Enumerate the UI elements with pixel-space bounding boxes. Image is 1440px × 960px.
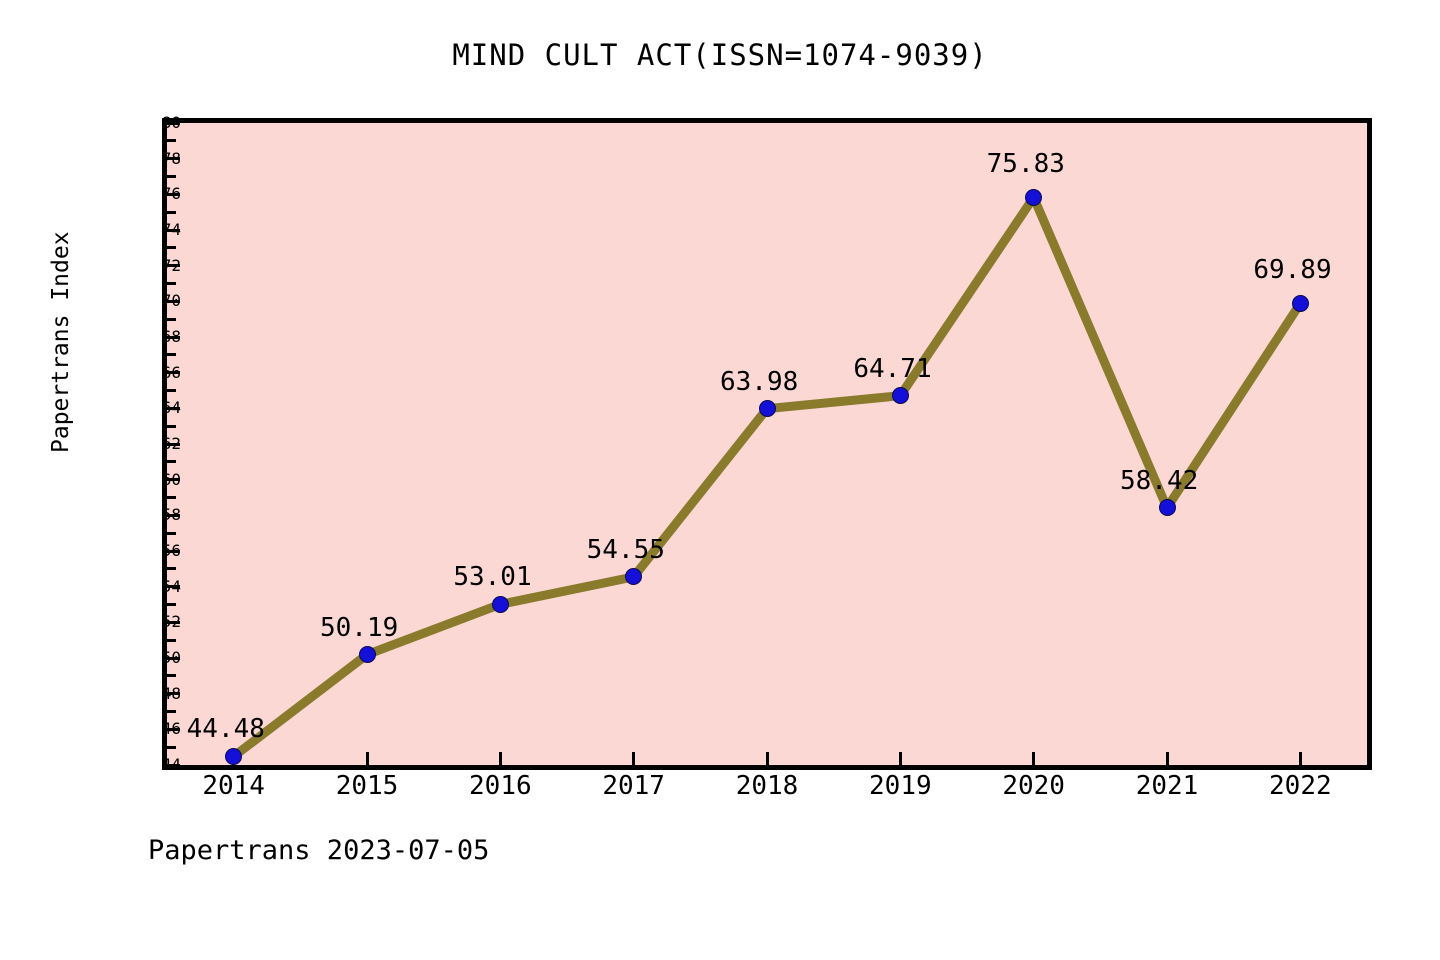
y-axis-tick-label: 56	[161, 541, 181, 560]
y-axis-tick-major	[167, 763, 180, 767]
x-axis-tick-label: 2017	[602, 771, 665, 801]
y-axis-tick-label: 80	[161, 113, 181, 132]
data-point-label: 69.89	[1253, 255, 1332, 286]
y-axis-tick-label: 60	[161, 469, 181, 489]
y-axis-tick-major	[167, 299, 180, 303]
y-axis-tick-minor	[167, 745, 176, 749]
y-axis-tick-minor	[167, 531, 176, 535]
data-point-marker[interactable]	[1158, 499, 1176, 517]
x-axis-tick	[898, 752, 902, 765]
x-axis-tick	[1165, 752, 1169, 765]
y-axis-tick-minor	[167, 210, 176, 214]
y-axis-tick-label: 48	[161, 683, 181, 703]
y-axis-tick-label: 68	[161, 327, 181, 346]
x-axis-tick	[632, 752, 636, 765]
y-axis-tick-label: 46	[161, 719, 181, 739]
x-axis-tick-label: 2022	[1269, 771, 1332, 801]
y-axis-title: Papertrans Index	[48, 231, 74, 453]
y-axis-tick-major	[167, 692, 180, 696]
data-point-label: 75.83	[986, 149, 1065, 180]
y-axis-tick-minor	[167, 139, 176, 143]
y-axis-tick-minor	[167, 460, 176, 464]
x-axis-tick	[1298, 752, 1302, 765]
data-point-marker[interactable]	[491, 595, 509, 613]
data-point-marker[interactable]	[1291, 294, 1309, 312]
x-axis-tick	[765, 752, 769, 765]
y-axis-tick-minor	[167, 353, 176, 357]
y-axis-tick-major	[167, 406, 180, 410]
y-axis-tick-label: 76	[161, 184, 181, 204]
x-axis-tick-label: 2015	[335, 771, 399, 801]
y-axis-tick-label: 70	[161, 291, 181, 311]
plot-area: 44 46 48 50 52 54 56 58 60 62 64 66 68 70 72 74 76 78 80 20…	[162, 113, 1372, 801]
y-axis-tick-major	[167, 513, 180, 517]
y-axis-tick-label: 66	[161, 362, 181, 382]
line-series-layer	[229, 192, 1305, 761]
y-axis-tick-minor	[167, 317, 176, 321]
y-axis-tick-label: 44	[161, 755, 181, 774]
y-axis-tick-minor	[167, 246, 176, 250]
y-axis-tick-minor	[167, 603, 176, 606]
y-axis-tick-major	[167, 585, 180, 589]
x-axis-tick-label: 2020	[1002, 771, 1065, 801]
data-point-label: 44.48	[186, 714, 265, 745]
y-axis-tick-major	[167, 335, 180, 339]
y-axis-tick-label: 72	[161, 255, 181, 275]
x-axis-tick-label: 2016	[469, 771, 532, 801]
x-axis-tick	[365, 752, 369, 765]
y-axis-tick-label: 64	[161, 398, 181, 418]
data-point-label: 50.19	[320, 612, 399, 643]
y-axis-tick-minor	[167, 175, 176, 178]
y-axis-tick-major	[167, 264, 180, 268]
y-axis-tick-major	[167, 478, 180, 482]
y-axis-tick-minor	[167, 424, 176, 428]
y-axis-tick-minor	[167, 674, 176, 678]
data-point-marker[interactable]	[1025, 188, 1043, 206]
data-point-label: 64.71	[853, 353, 932, 384]
data-point-label: 53.01	[453, 562, 532, 593]
data-point-label: 63.98	[720, 366, 799, 397]
footer-note: Papertrans 2023-07-05	[148, 835, 490, 866]
y-axis-tick-major	[167, 192, 180, 196]
y-axis-tick-major	[167, 656, 180, 660]
data-point-label: 58.42	[1120, 465, 1199, 496]
x-axis-tick-label: 2021	[1135, 771, 1199, 801]
y-axis-tick-major	[167, 371, 180, 375]
y-axis-tick-minor	[167, 638, 176, 642]
data-point-marker[interactable]	[358, 646, 376, 664]
y-axis-tick-label: 50	[161, 648, 181, 667]
y-axis-tick-major	[167, 549, 180, 553]
data-point-marker[interactable]	[891, 387, 909, 405]
y-axis-tick-label: 62	[161, 434, 181, 453]
y-axis-tick-minor	[167, 282, 176, 285]
y-axis-tick-major	[167, 121, 180, 125]
y-axis-tick-major	[167, 157, 180, 161]
y-axis-tick-label: 78	[161, 148, 181, 168]
y-axis-tick-label: 52	[161, 612, 181, 632]
data-point-label: 54.55	[586, 534, 665, 565]
y-axis-tick-minor	[167, 710, 176, 713]
chart-title: MIND CULT ACT(ISSN=1074-9039)	[452, 38, 988, 72]
y-axis-tick-major	[167, 727, 180, 731]
x-axis-tick-label: 2018	[735, 771, 799, 801]
y-axis-tick-minor	[167, 496, 176, 499]
x-axis-tick-label: 2019	[869, 771, 932, 801]
y-axis-tick-minor	[167, 389, 176, 392]
y-axis-tick-major	[167, 442, 180, 446]
x-axis-tick-label: 2014	[202, 771, 265, 801]
y-axis-tick-label: 58	[161, 505, 181, 525]
x-axis-tick	[498, 752, 502, 765]
y-axis-tick-major	[167, 620, 180, 624]
y-axis-tick-minor	[167, 567, 176, 571]
data-point-marker[interactable]	[758, 400, 776, 418]
plot-inner: 44 46 48 50 52 54 56 58 60 62 64 66 68 70 72 74 76 78 80 20…	[162, 113, 1367, 801]
y-axis-tick-label: 54	[161, 576, 181, 596]
y-axis-tick-label: 74	[161, 220, 181, 239]
x-axis-tick	[1032, 752, 1036, 765]
y-axis-tick-major	[167, 228, 180, 232]
data-point-marker[interactable]	[625, 568, 643, 586]
data-point-marker[interactable]	[225, 747, 243, 765]
